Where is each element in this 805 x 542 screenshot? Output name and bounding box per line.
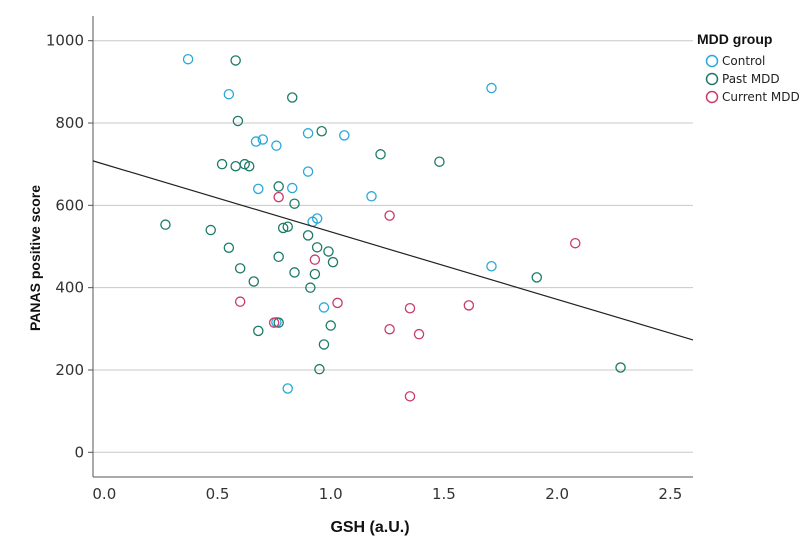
fit-line bbox=[92, 160, 694, 341]
point-past-mdd bbox=[230, 160, 241, 172]
point-past-mdd bbox=[323, 246, 334, 257]
point-past-mdd bbox=[273, 181, 284, 192]
point-past-mdd bbox=[318, 339, 330, 350]
point-past-mdd bbox=[253, 325, 264, 337]
legend-label-past-mdd: Past MDD bbox=[722, 72, 780, 86]
point-control bbox=[286, 182, 298, 194]
legend-marker-past-mdd bbox=[705, 72, 719, 86]
point-past-mdd bbox=[232, 115, 244, 127]
point-control bbox=[253, 183, 264, 195]
point-control bbox=[318, 302, 330, 313]
x-tick-label: 2.0 bbox=[545, 485, 569, 503]
point-current-mdd bbox=[268, 317, 280, 328]
point-control bbox=[182, 53, 194, 65]
x-tick-label: 0.0 bbox=[92, 485, 116, 503]
y-tick-label: 600 bbox=[55, 196, 84, 214]
y-tick-label: 0 bbox=[74, 443, 84, 461]
point-control bbox=[486, 82, 497, 94]
point-past-mdd bbox=[325, 320, 336, 331]
x-axis-title: GSH (a.U.) bbox=[330, 519, 409, 536]
point-past-mdd bbox=[434, 156, 445, 167]
point-current-mdd bbox=[273, 191, 284, 203]
point-past-mdd bbox=[234, 263, 246, 274]
point-past-mdd bbox=[286, 92, 298, 103]
point-past-mdd bbox=[309, 268, 321, 280]
point-past-mdd bbox=[531, 272, 543, 283]
point-control bbox=[311, 213, 323, 224]
point-past-mdd bbox=[615, 362, 626, 373]
point-past-mdd bbox=[327, 256, 339, 268]
point-control bbox=[250, 136, 262, 147]
point-control bbox=[302, 166, 314, 177]
point-current-mdd bbox=[404, 302, 416, 314]
y-tick-label: 200 bbox=[55, 361, 84, 379]
legend-marker-control bbox=[705, 54, 719, 68]
x-tick-label: 1.5 bbox=[432, 485, 456, 503]
point-current-mdd bbox=[404, 391, 416, 402]
legend-title: MDD group bbox=[697, 31, 772, 47]
point-past-mdd bbox=[205, 224, 216, 236]
legend-label-current-mdd: Current MDD bbox=[722, 90, 800, 104]
fit-line-group bbox=[92, 160, 694, 341]
point-past-mdd bbox=[223, 242, 235, 253]
point-current-mdd bbox=[463, 300, 475, 311]
point-past-mdd bbox=[160, 219, 171, 230]
point-current-mdd bbox=[413, 328, 425, 340]
x-tick-labels: 0.0 0.5 1.0 1.5 2.0 2.5 bbox=[92, 485, 682, 503]
point-past-mdd bbox=[277, 222, 289, 234]
x-tick-label: 1.0 bbox=[319, 485, 343, 503]
point-past-mdd bbox=[305, 282, 316, 293]
y-tick-label: 400 bbox=[55, 279, 84, 297]
x-tick-label: 2.5 bbox=[658, 485, 682, 503]
legend-marker-current-mdd bbox=[705, 90, 719, 104]
point-past-mdd bbox=[216, 158, 228, 170]
y-axis-title: PANAS positive score bbox=[27, 185, 43, 331]
gridlines bbox=[93, 40, 693, 453]
point-past-mdd bbox=[289, 267, 300, 278]
point-past-mdd bbox=[230, 55, 241, 66]
data-points bbox=[160, 53, 626, 402]
point-control bbox=[339, 130, 350, 141]
y-tick-label: 1000 bbox=[46, 32, 84, 50]
point-control bbox=[486, 261, 497, 272]
point-past-mdd bbox=[289, 198, 300, 209]
point-current-mdd bbox=[384, 323, 395, 335]
point-past-mdd bbox=[243, 160, 255, 172]
point-current-mdd bbox=[332, 297, 343, 309]
point-past-mdd bbox=[316, 126, 327, 137]
point-control bbox=[366, 191, 377, 202]
point-control bbox=[302, 128, 314, 139]
point-past-mdd bbox=[282, 221, 293, 232]
point-past-mdd bbox=[248, 276, 260, 287]
point-control bbox=[257, 134, 269, 145]
point-past-mdd bbox=[273, 317, 284, 328]
point-current-mdd bbox=[384, 210, 395, 221]
point-control bbox=[223, 88, 235, 100]
y-tick-labels: 0 200 400 600 800 1000 bbox=[46, 32, 84, 462]
legend-label-control: Control bbox=[722, 54, 765, 68]
point-current-mdd bbox=[234, 296, 246, 307]
point-past-mdd bbox=[375, 149, 386, 160]
point-past-mdd bbox=[302, 230, 314, 241]
point-past-mdd bbox=[273, 251, 284, 263]
x-tick-label: 0.5 bbox=[206, 485, 230, 503]
legend: MDD group Control Past MDD Current MDD bbox=[697, 31, 800, 104]
axes bbox=[88, 16, 693, 478]
point-control bbox=[271, 140, 282, 151]
point-current-mdd bbox=[570, 237, 581, 249]
point-current-mdd bbox=[309, 254, 321, 265]
y-tick-label: 800 bbox=[55, 114, 84, 132]
point-past-mdd bbox=[311, 242, 323, 253]
point-control bbox=[282, 383, 293, 394]
point-past-mdd bbox=[314, 363, 325, 375]
